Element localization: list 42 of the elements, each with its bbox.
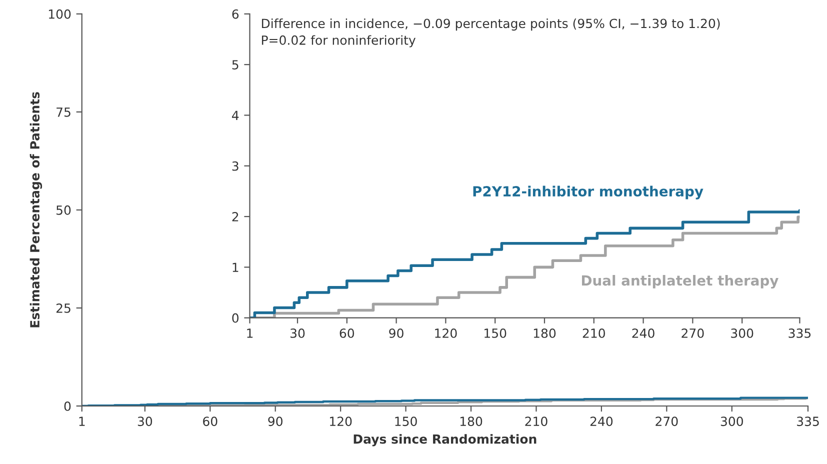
x-tick-label: 30 bbox=[290, 328, 305, 338]
x-tick-label: 210 bbox=[525, 416, 548, 426]
y-tick-label: 0 bbox=[232, 313, 239, 323]
y-tick-label: 75 bbox=[56, 108, 70, 117]
y-tick-label: 100 bbox=[48, 9, 71, 19]
x-tick-label: 1 bbox=[79, 416, 85, 426]
x-tick-label: 240 bbox=[590, 416, 613, 426]
x-tick-label: 270 bbox=[682, 328, 704, 338]
y-tick-label: 2 bbox=[232, 212, 238, 222]
x-axis-title: Days since Randomization bbox=[354, 434, 536, 446]
y-tick-label: 50 bbox=[56, 205, 71, 215]
annotation: Difference in incidence, −0.09 percentage points (95% CI, −1.39 to 1.20) bbox=[262, 18, 720, 31]
x-tick-label: 30 bbox=[138, 416, 152, 426]
x-tick-label: 120 bbox=[435, 328, 457, 338]
x-tick-label: 180 bbox=[534, 328, 556, 338]
x-tick-label: 150 bbox=[484, 328, 506, 338]
y-axis-title: Estimated Percentage of Patients bbox=[30, 92, 42, 328]
x-tick-label: 60 bbox=[340, 328, 354, 338]
x-tick-label: 300 bbox=[720, 416, 743, 426]
x-tick-label: 60 bbox=[203, 416, 218, 426]
x-tick-label: 150 bbox=[395, 416, 417, 426]
x-tick-label: 335 bbox=[788, 328, 811, 338]
series-label: P2Y12-inhibitor monotherapy bbox=[473, 186, 704, 200]
x-tick-label: 120 bbox=[330, 416, 352, 426]
x-tick-label: 90 bbox=[389, 328, 404, 338]
x-tick-label: 180 bbox=[460, 416, 482, 426]
x-tick-label: 90 bbox=[268, 416, 282, 426]
y-tick-label: 1 bbox=[232, 262, 238, 272]
y-tick-label: 6 bbox=[232, 9, 239, 19]
y-tick-label: 4 bbox=[232, 110, 239, 120]
x-tick-label: 240 bbox=[632, 328, 654, 338]
series-label: Dual antiplatelet therapy bbox=[582, 274, 778, 289]
y-tick-label: 5 bbox=[232, 60, 238, 70]
x-tick-label: 335 bbox=[797, 416, 819, 426]
annotation: P=0.02 for noninferiority bbox=[262, 35, 416, 48]
x-tick-label: 270 bbox=[656, 416, 678, 426]
y-tick-label: 25 bbox=[56, 303, 70, 313]
x-tick-label: 210 bbox=[582, 328, 605, 338]
x-tick-label: 300 bbox=[731, 328, 754, 338]
x-tick-label: 1 bbox=[247, 328, 253, 338]
y-tick-label: 3 bbox=[232, 161, 238, 171]
y-tick-label: 0 bbox=[64, 401, 71, 411]
